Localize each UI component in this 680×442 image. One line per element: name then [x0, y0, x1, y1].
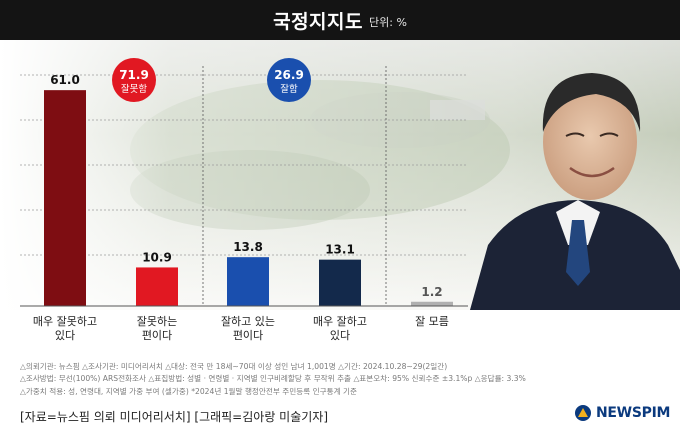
note-line-2: △조사방법: 무선(100%) ARS전화조사 △표집방법: 성별 · 연령별 … — [20, 374, 526, 384]
bar — [136, 267, 178, 306]
chart-area: 61.0 10.9 13.8 13.1 1.2 71.9 잘못함 26.9 잘함 — [0, 40, 680, 310]
person-photo — [470, 73, 680, 310]
summary-label: 잘못함 — [121, 83, 147, 95]
summary-label: 잘함 — [280, 83, 298, 95]
summary-badge — [112, 58, 156, 102]
chart-title: 국정지지도 — [273, 10, 363, 33]
bars: 61.0 10.9 13.8 13.1 1.2 — [44, 73, 453, 307]
summary-value: 71.9 — [119, 68, 149, 82]
newspim-logo: NEWSPIM — [574, 404, 670, 422]
newspim-logo-icon — [575, 405, 591, 421]
logo-text: NEWSPIM — [596, 405, 671, 421]
tick-label: 잘못하는 편이다 — [137, 314, 177, 342]
chart-unit: 단위: % — [369, 16, 407, 29]
tick-label: 매우 잘못하고 있다 — [33, 314, 97, 342]
note-line-3: △가중치 적용: 성, 연령대, 지역별 가중 부여 (셀가중) *2024년 … — [20, 386, 357, 396]
data-label: 61.0 — [50, 73, 80, 87]
source-credit: [자료=뉴스핌 의뢰 미디어리서치] [그래픽=김아랑 미술기자] — [20, 410, 329, 424]
bar — [227, 257, 269, 306]
summary-value: 26.9 — [274, 68, 304, 82]
data-label: 1.2 — [421, 285, 442, 299]
data-label: 10.9 — [142, 250, 172, 264]
header-bar — [0, 0, 680, 40]
tick-label: 잘 모름 — [415, 315, 449, 328]
survey-notes: △의뢰기관: 뉴스핌 △조사기관: 미디어리서치 △대상: 전국 만 18세~7… — [20, 361, 640, 398]
group-separators — [202, 66, 387, 306]
summary-badge — [267, 58, 311, 102]
data-label: 13.8 — [233, 240, 263, 254]
bar — [319, 259, 361, 306]
gridlines — [20, 74, 468, 256]
bar — [411, 301, 453, 306]
tick-label: 잘하고 있는 편이다 — [221, 314, 275, 342]
title-area: 국정지지도 단위: % — [0, 0, 680, 40]
note-line-1: △의뢰기관: 뉴스핌 △조사기관: 미디어리서치 △대상: 전국 만 18세~7… — [20, 362, 448, 371]
tick-label: 매우 잘하고 있다 — [313, 314, 367, 342]
category-labels: 매우 잘못하고 있다 잘못하는 편이다 잘하고 있는 편이다 매우 잘하고 있다 잘 모름 — [33, 314, 449, 342]
data-label: 13.1 — [325, 243, 355, 257]
bar — [44, 90, 86, 307]
